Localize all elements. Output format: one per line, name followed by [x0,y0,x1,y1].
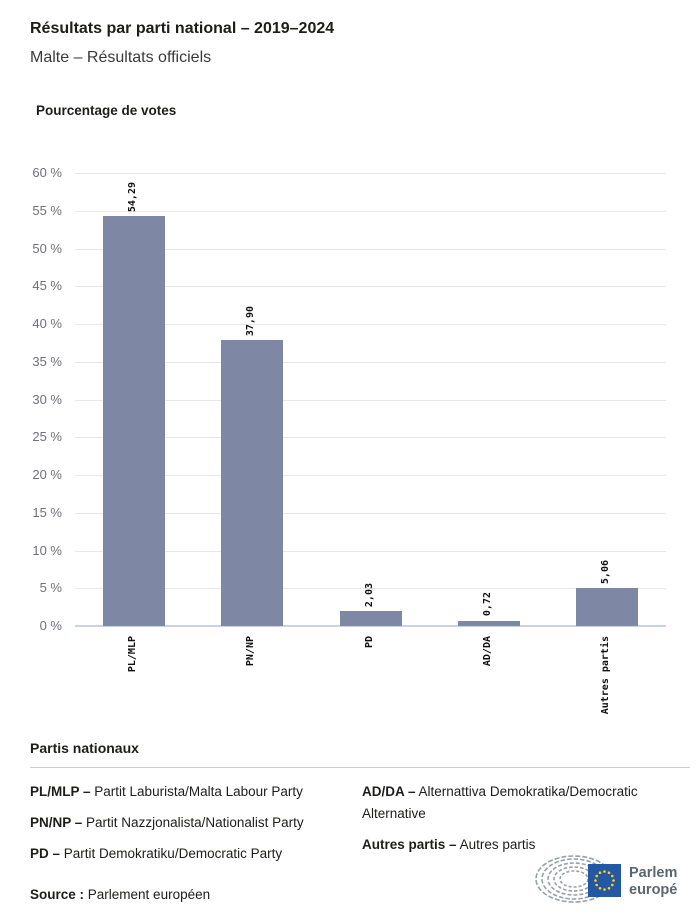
legend-column-right: AD/DA – Alternattiva Demokratika/Democra… [362,781,662,865]
y-axis-tick-label: 50 % [32,240,62,256]
y-axis-tick-label: 60 % [32,165,62,180]
ep-logo-graphic: Parlement européen [535,855,699,903]
party-name: Partit Laburista/Malta Labour Party [94,784,303,799]
gridline [75,512,666,514]
legend-item: PD – Partit Demokratiku/Democratic Party [30,843,350,865]
x-axis-category-label: Autres partis [599,636,611,715]
party-name: Partit Nazzjonalista/Nationalist Party [86,815,304,830]
y-axis-tick-label: 35 % [32,353,62,369]
gridline [75,588,666,590]
legend-item: AD/DA – Alternattiva Demokratika/Democra… [362,781,662,825]
party-name: Alternattiva Demokratika/Democratic Alte… [362,784,638,821]
bar-value-label: 5,06 [599,559,611,584]
eu-star [598,871,602,875]
bar-value-label: 0,72 [481,592,493,617]
eu-star [607,871,611,875]
y-axis-tick-label: 0 % [39,618,62,633]
party-abbr: AD/DA – [362,784,416,799]
bar-Autres partis [575,587,638,626]
bar-PN/NP [221,339,284,626]
legend-column-left: PL/MLP – Partit Laburista/Malta Labour P… [30,781,350,874]
gridline [75,324,666,325]
y-axis-tick-label: 20 % [32,467,62,482]
y-axis-tick-label: 45 % [32,278,62,294]
x-axis-category-label: PD [363,636,375,649]
source-label: Source : [30,887,85,902]
eu-star [595,883,599,887]
legend-item: PL/MLP – Partit Laburista/Malta Labour P… [30,781,350,803]
eu-star [603,888,606,891]
gridline [75,210,666,212]
gridline [75,550,666,552]
eu-flag-icon [588,864,621,897]
european-parliament-logo: Parlement européen [528,853,699,907]
eu-star [594,879,597,882]
party-abbr: PN/NP – [30,815,83,830]
bar-PD [339,610,402,626]
y-axis-tick-label: 25 % [32,429,62,445]
y-axis-tick-label: 40 % [32,316,62,331]
y-axis-tick-label: 30 % [32,391,62,407]
eu-star [598,886,602,890]
y-axis-tick-label: 55 % [32,202,62,218]
gridline [75,361,666,363]
legend-divider [30,767,690,768]
logo-text-line2: européen [629,882,678,898]
source-value: Parlement européen [87,887,211,902]
eu-star [595,874,599,878]
eu-star [612,879,615,882]
eu-star [610,883,614,887]
y-axis-tick-label: 10 % [32,542,62,558]
party-name: Autres partis [459,837,536,852]
bar-value-label: 37,90 [245,305,257,336]
legend-item: Autres partis – Autres partis [362,834,662,856]
bar-value-label: 54,29 [127,182,139,213]
gridline [75,286,666,288]
bar-value-label: 2,03 [363,582,375,607]
gridline [75,437,666,439]
legend-item: PN/NP – Partit Nazzjonalista/Nationalist… [30,812,350,834]
gridline [75,475,666,476]
bar-AD/DA [457,620,520,626]
y-axis-tick-label: 15 % [32,504,62,520]
eu-star [607,886,611,890]
bar-PL/MLP [103,216,166,626]
eu-star [603,870,606,873]
x-axis-category-label: PL/MLP [127,636,139,673]
x-axis-line [75,625,666,627]
x-axis-category-label: PN/NP [245,636,257,667]
gridline [75,248,666,250]
x-axis-category-label: AD/DA [481,636,493,667]
party-name: Partit Demokratiku/Democratic Party [63,846,283,861]
party-abbr: PD – [30,846,61,861]
gridline [75,399,666,401]
chart-axis-title: Pourcentage de votes [36,103,177,118]
legend-title: Partis nationaux [30,740,139,756]
page-title: Résultats par parti national – 2019–2024 [30,20,335,37]
party-abbr: Autres partis – [362,837,457,852]
eu-stars [594,870,615,891]
y-axis-tick-label: 5 % [39,580,62,596]
page-subtitle: Malte – Résultats officiels [30,49,212,66]
party-abbr: PL/MLP – [30,784,91,799]
eu-star [610,874,614,878]
gridline [75,173,666,174]
logo-text-line1: Parlement [629,865,678,881]
source-line: Source : Parlement européen [30,887,210,902]
